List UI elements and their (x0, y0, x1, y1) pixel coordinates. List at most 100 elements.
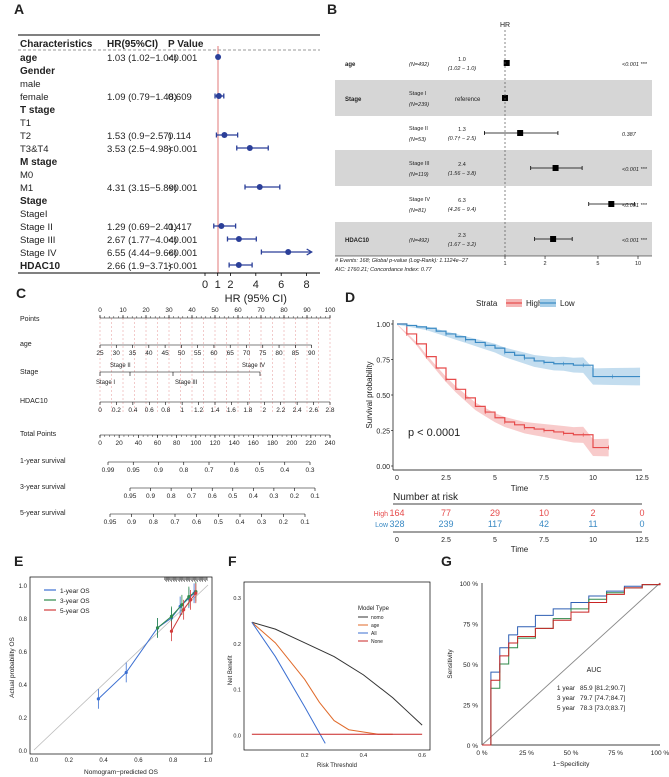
forest-point (218, 223, 225, 229)
risk-table-x-tick: 0 (395, 537, 399, 544)
nomogram-row-label: age (20, 341, 32, 348)
hr-row-n: (N=53) (409, 137, 426, 143)
hr-row-ci: (1.56 − 3.8) (448, 171, 476, 177)
hr-row-p: 0.387 (622, 132, 637, 138)
dca-x-axis-label: Risk Threshold (317, 763, 357, 769)
forest-row-label: Stage II (20, 222, 53, 233)
calibration-y-tick-label: 1.0 (19, 584, 28, 590)
dca-x-tick-label: 0.4 (360, 753, 368, 759)
risk-table-x-tick: 10 (589, 537, 597, 544)
roc-auc-value: 78.3 [73.0;83.7] (580, 705, 625, 712)
nomogram-1yr-tick-label: 0.95 (127, 467, 140, 474)
hr-row-ci: (0.7† − 2.5) (448, 136, 476, 142)
nomogram-total-points-tick-label: 240 (325, 440, 336, 447)
calibration-x-tick-label: 0.4 (99, 758, 108, 764)
hr-x-tick-label: 1 (503, 261, 506, 267)
nomogram-row-label: Stage (20, 369, 38, 376)
calibration-y-tick-label: 0.6 (19, 650, 28, 656)
risk-table-value: 328 (389, 519, 404, 529)
dca-legend-title: Model Type (358, 606, 390, 612)
hr-row-estimate: 1.0 (458, 57, 466, 63)
nomogram-stage-label: Stage III (175, 380, 198, 386)
dca-legend-label: All (371, 631, 377, 637)
km-y-axis-label: Survival probability (365, 361, 374, 428)
hr-point (550, 236, 557, 242)
km-legend-label-high: High (526, 299, 542, 308)
risk-table-value: 2 (590, 508, 595, 518)
risk-table-value: 42 (539, 519, 549, 529)
nomogram-hdac10-tick-label: 2 (262, 407, 266, 414)
forest-row-label: M stage (20, 157, 58, 168)
nomogram-hdac10-tick-label: 1 (180, 407, 184, 414)
nomogram-1yr-tick-label: 0.6 (230, 467, 239, 474)
nomogram-age-tick-label: 55 (194, 350, 202, 357)
nomogram-age-tick-label: 25 (96, 350, 104, 357)
panel-letter-e: E (14, 553, 23, 569)
dca-y-tick-label: 0.0 (233, 733, 241, 739)
forest-row-label: HDAC10 (20, 261, 60, 272)
hr-row-estimate: 1.3 (458, 127, 466, 133)
nomogram-hdac10-tick-label: 2.8 (325, 407, 334, 414)
risk-table-row-label: High (374, 511, 389, 518)
roc-y-axis-label: Sensitivity (447, 649, 454, 679)
calibration-frame (29, 576, 213, 755)
nomogram-age-tick-label: 45 (161, 350, 169, 357)
forest-header-p: P Value (168, 39, 204, 50)
forest-row-hr: 3.53 (2.5−4.98) (107, 144, 172, 155)
roc-diagonal (481, 582, 661, 746)
hr-row-shade (335, 150, 652, 186)
nomogram-3yr-tick-label: 0.4 (249, 493, 258, 500)
nomogram-3yr-tick-label: 0.1 (310, 493, 319, 500)
forest-row-hr: 2.66 (1.9−3.71) (107, 261, 172, 272)
roc-auc-year: 3 year (557, 695, 576, 702)
nomogram-points-tick-label: 0 (98, 307, 102, 314)
dca-curve-age (251, 621, 393, 735)
hr-row-p: <0.001 *** (622, 203, 648, 209)
nomogram-age-tick-label: 35 (129, 350, 137, 357)
hr-row-n: (N=492) (409, 238, 429, 244)
nomogram-total-points-tick-label: 80 (173, 440, 181, 447)
nomogram-1yr-tick-label: 0.5 (255, 467, 264, 474)
panel-letter-b: B (327, 1, 337, 17)
risk-table-title: Number at risk (393, 492, 459, 503)
nomogram-total-points-tick-label: 40 (135, 440, 143, 447)
nomogram-hdac10-tick-label: 0.8 (161, 407, 170, 414)
roc-y-tick-label: 75 % (463, 622, 478, 629)
nomogram-hdac10-tick-label: 2.4 (293, 407, 302, 414)
nomogram-total-points-tick-label: 180 (267, 440, 278, 447)
roc-auc-year: 1 year (557, 685, 576, 692)
hr-x-tick-label: 2 (544, 261, 547, 267)
dca-legend-label: age (371, 623, 380, 629)
nomogram-hdac10-tick-label: 0.2 (112, 407, 121, 414)
nomogram-1yr-tick-label: 0.8 (179, 467, 188, 474)
calibration-y-tick-label: 0.8 (19, 617, 28, 623)
forest-row-label: female (20, 92, 49, 103)
calibration-point (182, 608, 186, 612)
roc-x-tick-label: 50 % (564, 750, 579, 757)
calibration-y-axis-label: Actual probability OS (9, 636, 16, 697)
forest-row-hr: 1.09 (0.79−1.48) (107, 92, 177, 103)
risk-table-value: 10 (539, 508, 549, 518)
roc-x-tick-label: 100 % (651, 750, 669, 757)
nomogram-age-tick-label: 90 (308, 350, 316, 357)
hr-footer-aic: AIC: 1760.21; Concordance Index: 0.77 (334, 267, 433, 273)
hr-row-ci: (1.02 − 1.0) (448, 66, 476, 72)
nomogram-5yr-tick-label: 0.9 (127, 519, 136, 526)
forest-row-hr: 1.29 (0.69−2.41) (107, 222, 177, 233)
risk-table-x-tick: 5 (493, 537, 497, 544)
forest-row-hr: 2.67 (1.77−4.04) (107, 235, 177, 246)
forest-x-tick-label: 1 (215, 279, 221, 291)
forest-x-tick-label: 0 (202, 279, 208, 291)
hr-row-group: Stage II (409, 126, 428, 132)
hr-row-n: (N=239) (409, 102, 429, 108)
hr-row-n: (N=492) (409, 62, 429, 68)
nomogram-total-points-tick-label: 60 (154, 440, 162, 447)
hr-row-estimate: 2.4 (458, 162, 466, 168)
calibration-point (189, 598, 193, 602)
nomogram-row-label: Total Points (20, 431, 57, 438)
forest-row-hr: 1.03 (1.02−1.04) (107, 53, 177, 64)
nomogram-total-points-tick-label: 140 (229, 440, 240, 447)
nomogram-total-points-tick-label: 120 (210, 440, 221, 447)
dca-curve-nomo (251, 621, 423, 726)
km-y-tick-label: 0.75 (376, 358, 390, 365)
